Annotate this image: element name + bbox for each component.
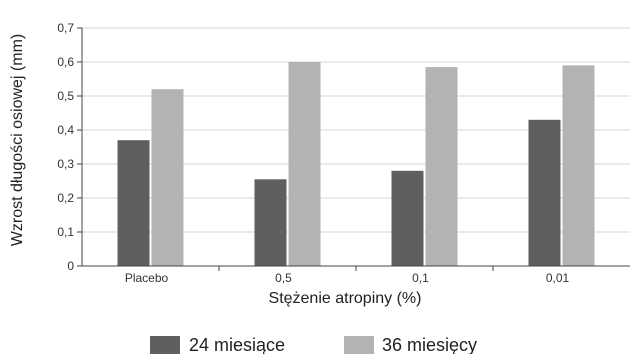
legend: 24 miesiące 36 miesięcy [150, 335, 477, 354]
x-tick-label: Placebo [125, 271, 169, 285]
y-tick-label: 0,1 [57, 225, 74, 239]
y-tick-label: 0,5 [57, 89, 74, 103]
x-tick-labels: Placebo 0,5 0,1 0,01 [125, 266, 570, 285]
x-tick-label: 0,01 [546, 271, 570, 285]
bar-24-months [528, 119, 561, 266]
bar-36-months [288, 62, 321, 266]
bar-36-months [151, 89, 184, 266]
x-axis-title: Stężenie atropiny (%) [269, 290, 422, 307]
bar-36-months [425, 67, 458, 266]
legend-label-36: 36 miesięcy [382, 335, 477, 354]
x-tick-label: 0,1 [412, 271, 429, 285]
legend-swatch-24 [150, 336, 180, 354]
y-tick-labels: 0 0,1 0,2 0,3 0,4 0,5 0,6 0,7 [57, 21, 82, 273]
legend-swatch-36 [344, 336, 374, 354]
x-tick-label: 0,5 [275, 271, 292, 285]
bar-24-months [117, 140, 150, 266]
y-tick-label: 0,7 [57, 21, 74, 35]
y-tick-label: 0,3 [57, 157, 74, 171]
bar-36-months [562, 65, 595, 267]
legend-label-24: 24 miesiące [189, 335, 285, 354]
bars [117, 62, 595, 267]
y-tick-label: 0 [67, 259, 74, 273]
y-tick-label: 0,2 [57, 191, 74, 205]
y-tick-label: 0,4 [57, 123, 74, 137]
bar-24-months [254, 179, 287, 266]
y-axis-title: Wzrost długości osiowej (mm) [9, 34, 26, 246]
y-tick-label: 0,6 [57, 55, 74, 69]
bar-24-months [391, 170, 424, 266]
